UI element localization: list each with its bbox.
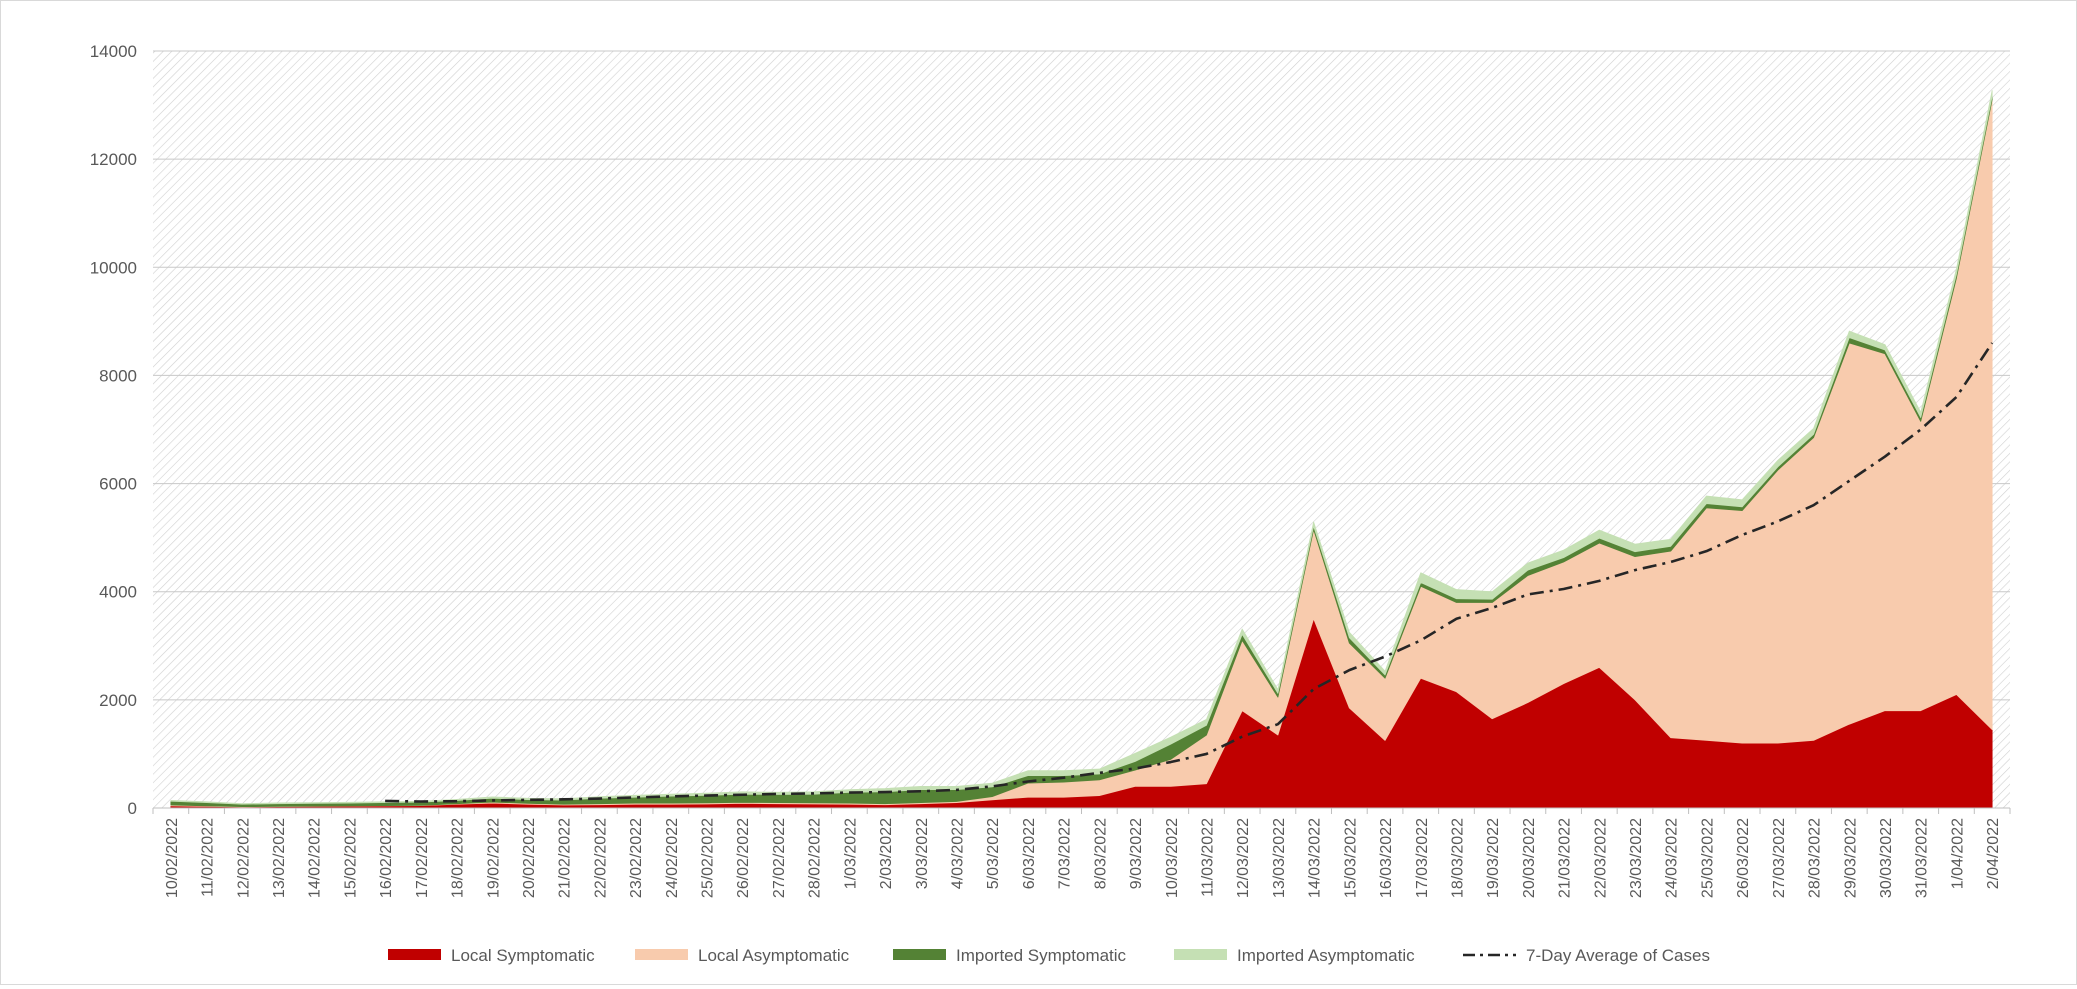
y-tick-label: 14000	[90, 42, 137, 61]
x-tick-label: 15/03/2022	[1342, 818, 1359, 898]
x-tick-label: 20/03/2022	[1521, 818, 1538, 898]
x-tick-label: 7/03/2022	[1057, 818, 1074, 889]
x-tick-label: 6/03/2022	[1021, 818, 1038, 889]
legend-label-imported-asymptomatic: Imported Asymptomatic	[1237, 946, 1415, 965]
x-tick-label: 26/02/2022	[735, 818, 752, 898]
y-tick-label: 10000	[90, 258, 137, 277]
x-tick-label: 24/03/2022	[1664, 818, 1681, 898]
x-tick-label: 22/02/2022	[592, 818, 609, 898]
x-tick-label: 18/02/2022	[450, 818, 467, 898]
x-tick-label: 15/02/2022	[342, 818, 359, 898]
x-tick-label: 25/03/2022	[1699, 818, 1716, 898]
x-tick-label: 23/02/2022	[628, 818, 645, 898]
x-tick-label: 1/03/2022	[842, 818, 859, 889]
x-tick-label: 14/02/2022	[307, 818, 324, 898]
x-tick-label: 28/02/2022	[807, 818, 824, 898]
y-tick-label: 4000	[99, 583, 137, 602]
legend: Local Symptomatic Local Asymptomatic Impor…	[388, 946, 1710, 965]
y-tick-label: 2000	[99, 691, 137, 710]
x-tick-label: 21/02/2022	[557, 818, 574, 898]
x-tick-label: 17/02/2022	[414, 818, 431, 898]
x-tick-label: 5/03/2022	[985, 818, 1002, 889]
x-tick-label: 27/03/2022	[1771, 818, 1788, 898]
x-tick-label: 13/02/2022	[271, 818, 288, 898]
gridlines	[153, 50, 2010, 701]
x-tick-label: 11/03/2022	[1199, 818, 1216, 897]
x-tick-label: 10/02/2022	[164, 818, 181, 898]
legend-label-7-day-average-of-cases: 7-Day Average of Cases	[1526, 946, 1710, 965]
x-tick-label: 28/03/2022	[1807, 818, 1824, 898]
x-tick-label: 9/03/2022	[1128, 818, 1145, 889]
x-tick-label: 16/03/2022	[1378, 818, 1395, 898]
legend-label-local-symptomatic: Local Symptomatic	[451, 946, 595, 965]
legend-label-imported-symptomatic: Imported Symptomatic	[956, 946, 1127, 965]
x-tick-label: 31/03/2022	[1914, 818, 1931, 898]
y-tick-label: 12000	[90, 150, 137, 169]
x-tick-label: 22/03/2022	[1592, 818, 1609, 898]
x-tick-label: 2/04/2022	[1985, 818, 2002, 889]
x-tick-label: 16/02/2022	[378, 818, 395, 898]
x-tick-label: 12/03/2022	[1235, 818, 1252, 898]
series-line-7-day-average	[385, 342, 1994, 803]
x-tick-label: 19/02/2022	[485, 818, 502, 898]
x-tick-label: 11/02/2022	[200, 818, 217, 897]
x-tick-label: 19/03/2022	[1485, 818, 1502, 898]
x-tick-label: 23/03/2022	[1628, 818, 1645, 898]
x-tick-label: 25/02/2022	[700, 818, 717, 898]
x-tick-label: 3/03/2022	[914, 818, 931, 889]
x-tick-label: 21/03/2022	[1557, 818, 1574, 898]
legend-swatch-local-asymptomatic	[635, 949, 688, 960]
x-tick-label: 29/03/2022	[1842, 818, 1859, 898]
x-tick-label: 17/03/2022	[1414, 818, 1431, 898]
x-tick-label: 10/03/2022	[1164, 818, 1181, 898]
y-tick-label: 8000	[99, 366, 137, 385]
legend-swatch-imported-asymptomatic	[1174, 949, 1227, 960]
x-tick-label: 27/02/2022	[771, 818, 788, 898]
x-tick-label: 24/02/2022	[664, 818, 681, 898]
x-tick-label: 12/02/2022	[235, 818, 252, 898]
x-tick-label: 2/03/2022	[878, 818, 895, 889]
y-tick-label: 0	[128, 799, 137, 818]
series-lines	[385, 342, 1994, 803]
x-tick-label: 8/03/2022	[1092, 818, 1109, 889]
x-tick-label: 4/03/2022	[950, 818, 967, 889]
x-tick-label: 20/02/2022	[521, 818, 538, 898]
x-tick-label: 13/03/2022	[1271, 818, 1288, 898]
x-tick-label: 18/03/2022	[1449, 818, 1466, 898]
legend-swatch-local-symptomatic	[388, 949, 441, 960]
legend-swatch-imported-symptomatic	[893, 949, 946, 960]
x-tick-label: 26/03/2022	[1735, 818, 1752, 898]
axes: 0 2000 4000 6000 8000 10000 12000 14000 10/02/20…	[90, 42, 2011, 898]
x-tick-label: 30/03/2022	[1878, 818, 1895, 898]
x-tick-label: 14/03/2022	[1307, 818, 1324, 898]
y-tick-label: 6000	[99, 475, 137, 494]
legend-label-local-asymptomatic: Local Asymptomatic	[698, 946, 850, 965]
x-tick-label: 1/04/2022	[1949, 818, 1966, 889]
